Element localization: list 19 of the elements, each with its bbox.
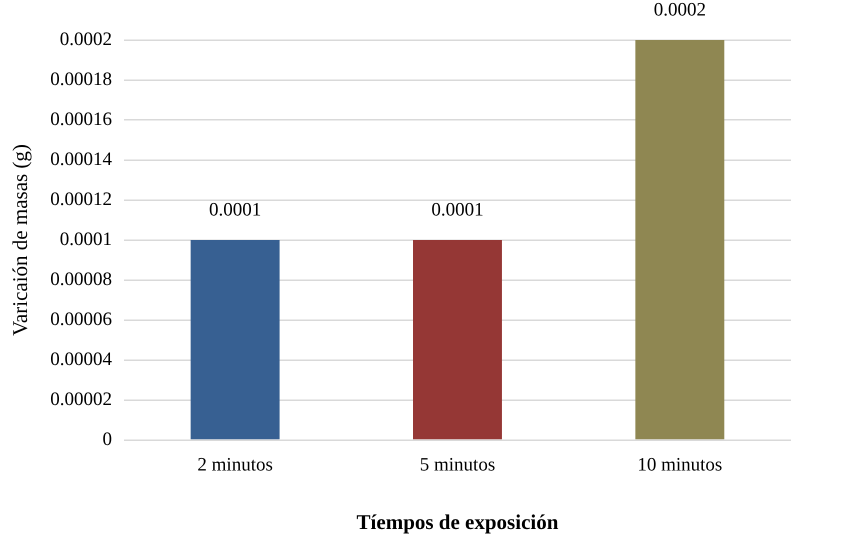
data-label: 0.0001 bbox=[431, 199, 484, 220]
data-label: 0.0002 bbox=[654, 0, 706, 20]
y-tick-label: 0.00004 bbox=[50, 348, 112, 370]
y-tick-label: 0.00016 bbox=[50, 108, 112, 130]
y-tick-label: 0.00002 bbox=[50, 388, 112, 410]
x-axis-title: Tíempos de exposición bbox=[356, 510, 559, 534]
y-tick-label: 0 bbox=[102, 428, 112, 450]
x-tick-label: 10 minutos bbox=[637, 454, 722, 476]
y-tick-label: 0.00014 bbox=[50, 148, 112, 170]
data-label: 0.0001 bbox=[209, 199, 262, 220]
y-tick-label: 0.00008 bbox=[50, 268, 112, 290]
y-tick-label: 0.00018 bbox=[50, 68, 112, 90]
x-tick-label: 2 minutos bbox=[197, 454, 273, 476]
y-tick-label: 0.00006 bbox=[50, 308, 112, 330]
x-tick-label: 5 minutos bbox=[420, 454, 496, 476]
y-tick-label: 0.00012 bbox=[50, 188, 112, 210]
y-tick-label: 0.0002 bbox=[60, 28, 112, 50]
y-tick-label: 0.0001 bbox=[60, 228, 112, 250]
y-axis-title: Varicaión de masas (g) bbox=[8, 144, 32, 336]
